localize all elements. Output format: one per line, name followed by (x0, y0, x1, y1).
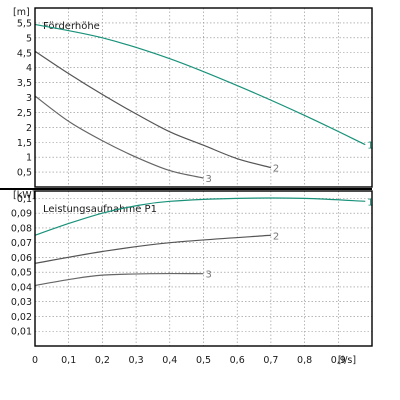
x-tick-label: 0,3 (129, 355, 144, 366)
x-tick-label: 0,1 (61, 355, 76, 366)
y-tick-label: 3 (26, 93, 32, 104)
y-tick-label: 0,02 (11, 312, 32, 323)
series-line-2 (34, 50, 272, 169)
y-tick-label: 2 (26, 123, 32, 134)
y-tick-label: 4 (26, 63, 32, 74)
y-tick-label: 0,04 (11, 282, 32, 293)
y-tick-label: 0,06 (11, 253, 32, 264)
y-tick-label: 3,5 (17, 78, 32, 89)
y-tick-label: 0,05 (11, 268, 32, 279)
series-line-2 (34, 234, 271, 264)
x-tick-label: 0 (32, 355, 38, 366)
series-line-3 (34, 272, 204, 287)
y-unit-label: [m] (13, 7, 30, 18)
series-line-1 (34, 23, 366, 146)
series-label: 2 (273, 231, 279, 242)
y-tick-label: 0,07 (11, 238, 32, 249)
plot-frame (34, 190, 373, 347)
plot-frame (34, 7, 373, 188)
y-tick-label: 0,5 (17, 168, 32, 179)
y-tick-label: 5,5 (17, 18, 32, 29)
head-panel: 0,5 1 1,5 2 2,5 3 3,5 4 4,5 5 5,5[m] Förderhöhe 1 2 3 (0, 7, 374, 190)
y-tick-label: 5 (26, 33, 32, 44)
x-tick-label: 0,2 (95, 355, 110, 366)
y-tick-label: 0,01 (11, 327, 32, 338)
y-tick-label: 0,09 (11, 209, 32, 220)
panel-title: Förderhöhe (43, 21, 100, 32)
panel-title: Leistungsaufnahme P1 (43, 204, 157, 215)
x-tick-label: 0,5 (196, 355, 211, 366)
series-label: 1 (367, 141, 373, 152)
y-unit-label: [kW] (13, 190, 35, 201)
y-tick-label: 0,1 (17, 194, 32, 205)
y-tick-label: 0,08 (11, 223, 32, 234)
x-tick-label: 0,7 (263, 355, 278, 366)
x-axis-unit-label: [l/s] (338, 355, 356, 366)
series-line-1 (34, 197, 366, 236)
y-tick-label: 4,5 (17, 48, 32, 59)
x-tick-label: 0,8 (297, 355, 312, 366)
series-label: 3 (206, 270, 212, 281)
series-label: 1 (367, 197, 373, 208)
y-tick-label: 0,03 (11, 297, 32, 308)
x-tick-label: 0,9 (331, 355, 346, 366)
y-tick-label: 2,5 (17, 108, 32, 119)
x-tick-label: 0,4 (162, 355, 177, 366)
series-line-3 (34, 95, 204, 179)
power-panel: 0,01 0,02 0,03 0,04 0,05 0,06 0,07 0,08 0,09 0,1[… (11, 190, 374, 347)
x-axis: 0 0,1 0,2 0,3 0,4 0,5 0,6 0,7 0,8 0,9[l/s] (32, 355, 356, 366)
series-label: 3 (206, 174, 212, 185)
y-tick-label: 1 (26, 153, 32, 164)
y-tick-label: 1,5 (17, 138, 32, 149)
x-tick-label: 0,6 (230, 355, 245, 366)
series-label: 2 (273, 164, 279, 175)
